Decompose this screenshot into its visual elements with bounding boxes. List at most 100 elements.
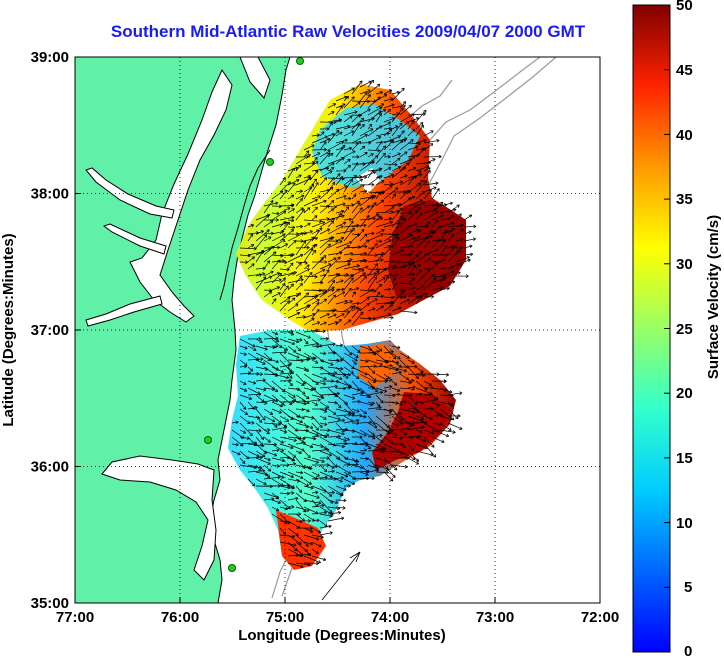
velocity-vector — [311, 289, 327, 292]
velocity-vector-head — [343, 185, 348, 189]
velocity-vector-head — [411, 272, 415, 277]
velocity-vector-head — [331, 132, 335, 137]
velocity-vector-head — [420, 418, 424, 423]
velocity-vector — [367, 202, 377, 214]
velocity-vector — [247, 345, 257, 351]
velocity-vector — [415, 429, 423, 433]
velocity-vector-head — [356, 264, 360, 268]
velocity-vector — [375, 253, 385, 256]
velocity-vector — [367, 448, 386, 452]
velocity-vector — [343, 258, 353, 263]
velocity-vector-head — [259, 339, 263, 343]
velocity-vector-head — [252, 380, 257, 385]
velocity-vector-head — [356, 155, 360, 159]
velocity-vector — [263, 345, 276, 348]
velocity-vector — [263, 270, 274, 277]
velocity-vector-head — [348, 196, 352, 201]
velocity-vector — [279, 297, 291, 305]
velocity-vector — [255, 234, 268, 249]
velocity-vector — [391, 226, 399, 235]
velocity-vector — [343, 305, 354, 312]
velocity-vector — [311, 527, 321, 534]
velocity-vector — [359, 260, 368, 263]
velocity-vector — [375, 145, 386, 158]
velocity-vector — [367, 149, 381, 152]
velocity-vector — [343, 87, 355, 95]
velocity-vector — [255, 267, 266, 270]
velocity-vector-head — [441, 439, 445, 444]
velocity-vector-head — [256, 453, 260, 458]
velocity-vector-head — [328, 493, 333, 497]
velocity-vector-head — [285, 285, 289, 289]
delmarva-coast — [219, 149, 271, 301]
velocity-vector-head — [368, 80, 372, 85]
velocity-vector — [319, 401, 330, 409]
velocity-vector-head — [450, 221, 455, 226]
velocity-vector — [255, 394, 265, 403]
velocity-vector — [383, 457, 398, 471]
velocity-vector — [431, 394, 439, 400]
velocity-vector — [295, 261, 308, 264]
velocity-vector-head — [438, 225, 442, 229]
velocity-vector-head — [387, 313, 392, 317]
velocity-vector-head — [271, 418, 276, 423]
velocity-vector-head — [404, 151, 408, 155]
velocity-vector-head — [363, 223, 367, 228]
velocity-vector — [423, 167, 431, 172]
velocity-vector — [327, 141, 344, 151]
velocity-vector-head — [411, 378, 415, 383]
velocity-vector-head — [371, 476, 375, 481]
velocity-vector-head — [449, 389, 453, 394]
velocity-vector — [391, 274, 399, 277]
velocity-vector-head — [266, 474, 271, 478]
velocity-vector — [287, 562, 304, 568]
velocity-vector — [375, 314, 392, 319]
velocity-vector-head — [339, 176, 344, 180]
velocity-vector — [343, 366, 354, 374]
velocity-vector — [303, 485, 314, 489]
velocity-vector — [351, 134, 368, 144]
velocity-vector-head — [369, 402, 374, 407]
velocity-vector — [367, 83, 381, 95]
velocity-vector-head — [280, 440, 284, 444]
velocity-vector — [391, 408, 403, 422]
colorbar — [632, 4, 671, 653]
velocity-vector — [431, 225, 442, 235]
velocity-vector — [359, 302, 370, 312]
velocity-vector-head — [396, 90, 400, 95]
velocity-vector-head — [364, 371, 368, 376]
velocity-vector-head — [339, 492, 344, 497]
velocity-vector-head — [451, 280, 456, 284]
velocity-vector — [335, 221, 347, 228]
velocity-vector — [271, 272, 282, 284]
velocity-vector — [415, 422, 428, 424]
velocity-vector — [287, 352, 300, 359]
velocity-vector-head — [291, 341, 295, 346]
velocity-vector-head — [317, 195, 321, 199]
velocity-vector — [255, 443, 267, 454]
velocity-vector — [383, 288, 391, 291]
velocity-vector — [279, 345, 288, 351]
velocity-vector — [319, 228, 330, 235]
velocity-vector-head — [262, 272, 266, 276]
velocity-vector-head — [339, 240, 343, 244]
velocity-vector-head — [291, 491, 295, 495]
velocity-vector-head — [267, 461, 271, 465]
velocity-vector — [311, 134, 320, 137]
velocity-vector — [383, 218, 392, 221]
velocity-vector — [351, 259, 366, 263]
velocity-vector-head — [296, 355, 300, 359]
velocity-vector-head — [423, 180, 428, 184]
velocity-vector-head — [415, 117, 420, 121]
velocity-vector — [351, 306, 359, 312]
velocity-vector-head — [412, 456, 416, 461]
velocity-vector — [247, 233, 254, 242]
velocity-vector-head — [350, 277, 354, 281]
velocity-vector-head — [359, 207, 363, 211]
velocity-vector — [327, 321, 338, 326]
velocity-vector — [367, 263, 378, 277]
velocity-vector-head — [444, 245, 448, 249]
velocity-vector — [295, 268, 310, 277]
velocity-vector-head — [241, 460, 246, 464]
velocity-vector-head — [395, 187, 399, 191]
